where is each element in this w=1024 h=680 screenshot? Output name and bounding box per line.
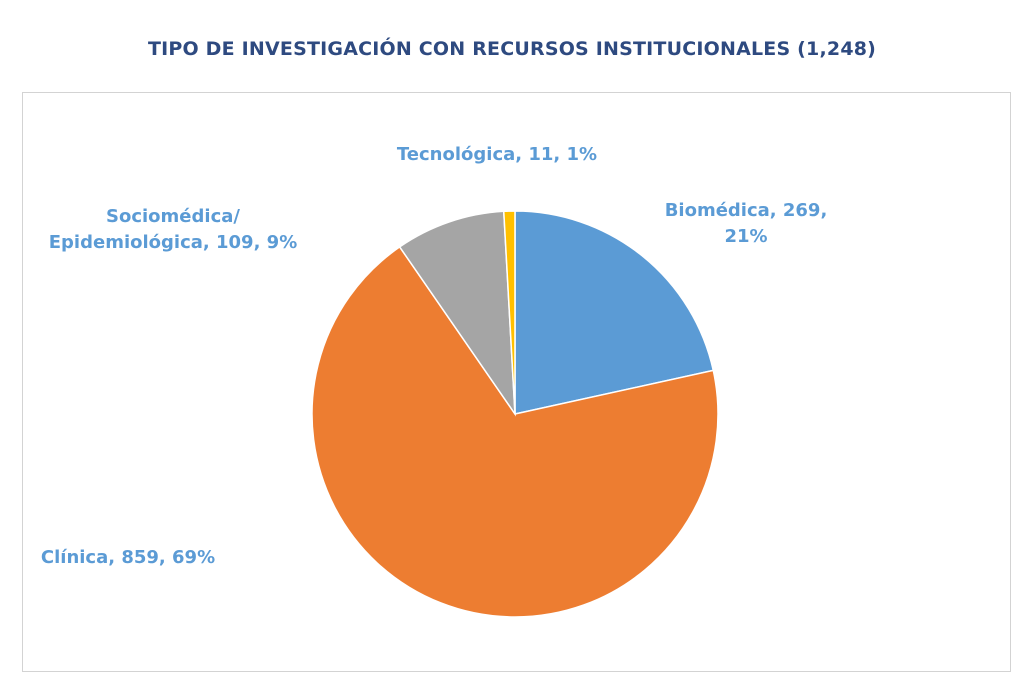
chart-frame xyxy=(22,92,1011,672)
data-label: Biomédica, 269, 21% xyxy=(665,200,828,247)
data-label: Clínica, 859, 69% xyxy=(41,547,215,568)
data-label-line: Clínica, 859, 69% xyxy=(41,547,215,568)
data-label-line: Tecnológica, 11, 1% xyxy=(397,144,597,165)
pie-slice-biomedica xyxy=(514,210,715,415)
data-label: Tecnológica, 11, 1% xyxy=(397,144,597,165)
pie-labels: Biomédica, 269, 21% Clínica, 859, 69% Socio… xyxy=(41,144,827,568)
pie-slice-sociomedica-epidemiologica xyxy=(398,210,516,417)
data-label-line: Epidemiológica, 109, 9% xyxy=(49,232,297,253)
data-label: Sociomédica/Epidemiológica, 109, 9% xyxy=(49,206,297,253)
data-label-line: Biomédica, 269, xyxy=(665,200,828,221)
data-label-line: 21% xyxy=(724,226,767,247)
data-label-line: Sociomédica/ xyxy=(106,206,240,227)
pie-slice-clinica xyxy=(311,245,719,618)
pie-slices xyxy=(311,210,719,618)
pie-slice-tecnologica xyxy=(502,210,516,415)
chart-title: TIPO DE INVESTIGACIÓN CON RECURSOS INSTI… xyxy=(147,38,877,60)
